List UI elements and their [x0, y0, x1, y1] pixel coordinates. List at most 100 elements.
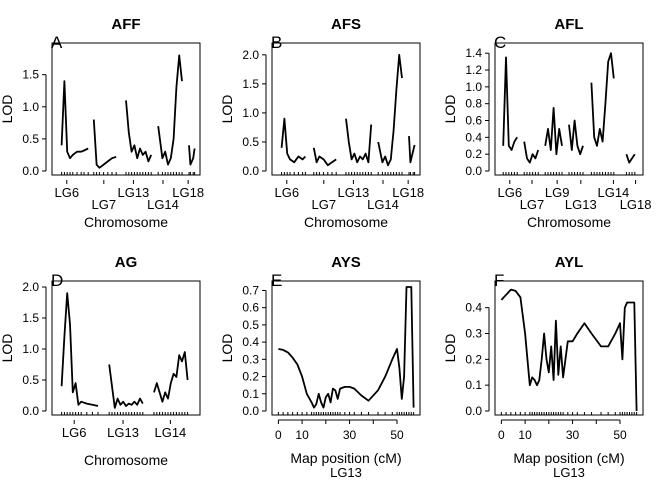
y-tick-label: 0.1 — [242, 387, 259, 401]
linkage-group-label: LG13 — [330, 465, 362, 480]
y-tick-label: 1.0 — [242, 106, 259, 120]
x-tick-label: 50 — [613, 428, 627, 442]
lod-trace-lg9 — [544, 107, 563, 156]
lod-trace-lg6 — [60, 80, 89, 160]
y-tick-label: 0.3 — [242, 352, 259, 366]
chromosome-label: LG13 — [107, 425, 139, 440]
y-axis-title: LOD — [219, 95, 235, 124]
lod-trace-lg7 — [92, 119, 117, 169]
plot-frame — [494, 42, 644, 176]
x-axis-title: Chromosome — [304, 214, 388, 230]
y-tick-label: 0.4 — [465, 130, 482, 144]
lod-trace-lg7 — [312, 147, 337, 167]
chromosome-label: LG13 — [117, 185, 149, 200]
chromosome-label: LG18 — [392, 185, 424, 200]
y-axis-title: LOD — [442, 334, 458, 363]
x-axis-title: Map position (cM) — [513, 450, 624, 466]
x-tick-label: 0 — [498, 428, 505, 442]
y-tick-label: 1.0 — [22, 342, 39, 356]
x-axis-title: Chromosome — [84, 214, 168, 230]
x-tick-label: 30 — [566, 428, 580, 442]
y-tick-label: 0.2 — [465, 352, 482, 366]
y-tick-label: 0.8 — [465, 97, 482, 111]
chromosome-label: LG14 — [147, 197, 179, 212]
lod-trace-lg14 — [590, 52, 615, 147]
linkage-group-label: LG13 — [553, 465, 585, 480]
y-tick-label: 0.3 — [465, 327, 482, 341]
x-tick-label: 30 — [343, 428, 357, 442]
lod-trace-lg13 — [108, 364, 144, 409]
y-axis-title: LOD — [0, 334, 15, 363]
x-axis-title: Chromosome — [527, 214, 611, 230]
plot-frame — [271, 280, 421, 416]
y-tick-label: 0.0 — [22, 164, 39, 178]
y-tick-label: 0.0 — [242, 404, 259, 418]
y-tick-label: 0.0 — [465, 164, 482, 178]
y-tick-label: 0.2 — [465, 147, 482, 161]
panel-d: AG D 0.0 0.5 1.0 1.5 2.0 LOD LG6 LG13 LG14 Chromoso… — [0, 254, 201, 468]
lod-trace-lg18 — [408, 136, 416, 164]
y-tick-label: 0.4 — [465, 301, 482, 315]
chromosome-label: LG18 — [620, 197, 652, 212]
panel-title: AYS — [331, 254, 360, 271]
lod-trace-lg13 — [568, 119, 584, 156]
chromosome-label: LG14 — [597, 185, 629, 200]
lod-trace-lg14 — [157, 54, 183, 166]
y-tick-label: 1.4 — [465, 46, 482, 60]
panel-letter: F — [494, 271, 504, 290]
y-axis-title: LOD — [442, 95, 458, 124]
chromosome-label: LG7 — [520, 197, 545, 212]
lod-trace-lg7 — [523, 141, 540, 164]
chromosome-label: LG6 — [62, 425, 87, 440]
x-tick-label: 0 — [275, 428, 282, 442]
y-tick-label: 1.2 — [465, 63, 482, 77]
y-tick-label: 1.0 — [465, 80, 482, 94]
panel-title: AG — [115, 254, 138, 271]
y-axis-title: LOD — [219, 334, 235, 363]
y-tick-label: 0.5 — [22, 373, 39, 387]
y-tick-label: 0.6 — [465, 114, 482, 128]
y-tick-label: 1.0 — [22, 100, 39, 114]
lod-trace-lg18 — [625, 153, 636, 164]
lod-trace-lg14 — [377, 53, 403, 167]
y-tick-label: 1.5 — [242, 77, 259, 91]
lod-trace-lg6 — [502, 56, 518, 151]
y-tick-label: 1.5 — [22, 68, 39, 82]
plot-frame — [494, 280, 644, 416]
chromosome-label: LG6 — [498, 185, 523, 200]
panel-b: AFS B 0.0 0.5 1.0 1.5 2.0 LOD LG6 LG7LG13LG14LG18… — [219, 16, 424, 230]
panel-letter: D — [51, 271, 63, 290]
y-tick-label: 0.5 — [22, 132, 39, 146]
chromosome-label: LG9 — [545, 185, 570, 200]
chromosome-label: LG6 — [275, 185, 300, 200]
panel-letter: C — [494, 33, 506, 52]
panel-title: AFF — [111, 16, 140, 33]
y-tick-label: 0.0 — [242, 164, 259, 178]
chromosome-label: LG7 — [92, 197, 117, 212]
lod-trace-lg18 — [188, 145, 196, 166]
y-tick-label: 0.5 — [242, 318, 259, 332]
chromosome-label: LG14 — [367, 197, 399, 212]
y-tick-label: 0.1 — [465, 378, 482, 392]
y-tick-label: 0.6 — [242, 301, 259, 315]
chromosome-label: LG7 — [312, 197, 337, 212]
panel-c: AFL C 0.0 0.2 0.4 0.6 0.8 1.0 1.2 1.4 LOD LG6LG7LG9… — [442, 16, 652, 230]
y-tick-label: 1.5 — [22, 311, 39, 325]
y-tick-label: 0.0 — [22, 404, 39, 418]
plot-frame — [51, 280, 201, 416]
chromosome-label: LG6 — [55, 185, 80, 200]
panel-letter: E — [271, 271, 282, 290]
lod-trace-lg6 — [280, 117, 307, 164]
lod-trace-lg13 — [345, 118, 373, 164]
lod-trace-lg14 — [153, 351, 189, 403]
y-tick-label: 2.0 — [22, 280, 39, 294]
panel-letter: A — [51, 33, 63, 52]
panel-letter: B — [271, 33, 282, 52]
y-tick-label: 0.0 — [465, 404, 482, 418]
y-axis-title: LOD — [0, 95, 15, 124]
panel-f: AYL F 0.0 0.1 0.2 0.3 0.4 LOD 0 10 30 50 Map positio… — [442, 254, 644, 480]
y-tick-label: 0.2 — [242, 370, 259, 384]
y-tick-label: 0.7 — [242, 283, 259, 297]
